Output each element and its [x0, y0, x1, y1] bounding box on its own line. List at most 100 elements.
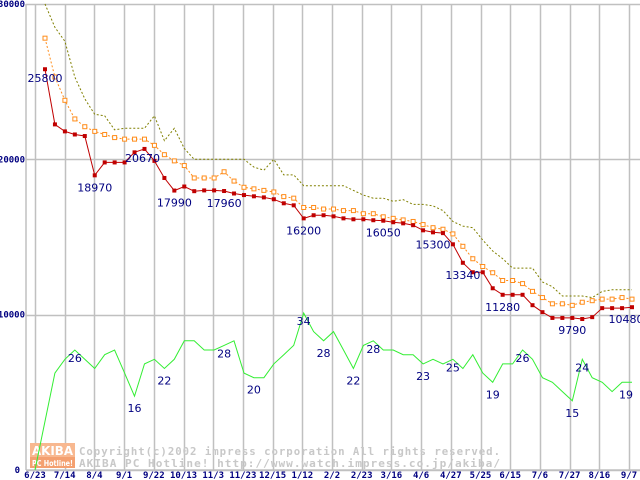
point-avg — [430, 225, 436, 231]
y-axis-labels: 0 10000 20000 30000 — [0, 0, 25, 476]
x-tick-label: 9/1 — [116, 471, 132, 480]
x-tick-label: 8/16 — [588, 471, 610, 480]
point-min — [62, 129, 67, 134]
point-min — [431, 230, 436, 235]
point-min — [460, 260, 465, 265]
point-min — [421, 228, 426, 233]
point-min — [122, 160, 127, 165]
point-min — [222, 189, 227, 194]
point-avg — [400, 217, 406, 223]
point-avg — [530, 288, 536, 294]
point-avg — [549, 301, 555, 307]
point-avg — [539, 295, 545, 301]
point-min — [620, 306, 625, 311]
point-min — [172, 188, 177, 193]
point-avg — [201, 175, 207, 181]
point-min — [440, 231, 445, 236]
point-avg — [211, 175, 217, 181]
x-tick-label: 1/12 — [291, 471, 313, 480]
x-tick-label: 7/27 — [559, 471, 581, 480]
data-label-min: 25800 — [28, 72, 63, 85]
point-min — [580, 317, 585, 322]
point-avg — [569, 302, 575, 308]
point-avg — [629, 296, 635, 302]
series-layer — [34, 3, 635, 471]
point-min — [261, 195, 266, 200]
point-avg — [181, 163, 187, 169]
x-tick-label: 6/23 — [24, 471, 46, 480]
series-line-count — [34, 311, 632, 471]
x-tick-label: 11/3 — [202, 471, 224, 480]
data-label-min: 11280 — [485, 301, 520, 314]
data-label-min: 20670 — [125, 152, 160, 165]
point-avg — [390, 215, 396, 221]
y-tick-label: 0 — [15, 466, 20, 476]
point-min — [251, 194, 256, 199]
point-min — [182, 184, 187, 189]
point-min — [52, 122, 57, 127]
data-label-count: 22 — [346, 374, 360, 387]
point-min — [142, 146, 147, 151]
point-min — [241, 193, 246, 198]
data-label-count: 28 — [366, 343, 380, 356]
data-label-count: 20 — [247, 384, 261, 397]
x-axis-labels: 6/23 7/14 8/4 9/1 9/22 10/13 11/3 11/23 12/15 1/1… — [24, 471, 637, 480]
point-min — [600, 306, 605, 311]
data-label-min: 16200 — [286, 224, 321, 237]
point-avg — [132, 136, 138, 142]
point-min — [520, 292, 525, 297]
point-avg — [321, 206, 327, 212]
data-label-min: 17990 — [157, 197, 192, 210]
x-tick-label: 2/23 — [351, 471, 373, 480]
point-min — [132, 150, 137, 155]
point-avg — [579, 299, 585, 305]
point-min — [301, 216, 306, 221]
point-avg — [151, 142, 157, 148]
point-avg — [241, 184, 247, 190]
x-tick-label: 4/27 — [440, 471, 462, 480]
point-avg — [520, 281, 526, 287]
data-label-min: 13340 — [445, 269, 480, 282]
point-min — [381, 218, 386, 223]
x-tick-label: 6/15 — [499, 471, 521, 480]
point-min — [321, 213, 326, 218]
point-avg — [470, 256, 476, 262]
data-labels: 25800 18970 20670 17990 17960 16200 16050 15300… — [28, 72, 640, 420]
data-label-count: 28 — [217, 347, 231, 360]
point-min — [530, 303, 535, 308]
x-tick-label: 5/25 — [470, 471, 492, 480]
point-min — [570, 315, 575, 320]
point-avg — [559, 301, 565, 307]
url-text: AKIBA PC Hotline! http://www.watch.impre… — [79, 457, 501, 470]
logo-bottom-text: PC Hotline! — [32, 459, 73, 468]
point-min — [391, 220, 396, 225]
point-avg — [490, 270, 496, 276]
point-avg — [410, 218, 416, 224]
point-avg — [281, 194, 287, 200]
data-label-count: 28 — [317, 347, 331, 360]
watermark: AKIBA PC Hotline! Copyright(c)2002 impre… — [30, 443, 501, 470]
data-label-count: 25 — [446, 361, 460, 374]
point-min — [202, 188, 207, 193]
point-min — [550, 315, 555, 320]
x-tick-label: 11/23 — [229, 471, 256, 480]
point-min — [102, 160, 107, 165]
point-avg — [440, 226, 446, 232]
point-avg — [370, 211, 376, 217]
point-avg — [380, 214, 386, 220]
point-min — [630, 305, 634, 310]
series-line-max — [44, 3, 632, 299]
point-min — [411, 223, 416, 228]
point-avg — [609, 296, 615, 302]
point-avg — [112, 135, 118, 141]
point-min — [212, 188, 217, 193]
series-line-avg — [44, 38, 633, 306]
point-min — [341, 216, 346, 221]
point-min — [152, 158, 157, 163]
point-avg — [72, 116, 78, 122]
data-label-min: 9790 — [558, 324, 586, 337]
point-min — [540, 310, 545, 315]
data-label-count: 19 — [486, 388, 500, 401]
point-min — [291, 203, 296, 208]
point-avg — [122, 136, 128, 142]
